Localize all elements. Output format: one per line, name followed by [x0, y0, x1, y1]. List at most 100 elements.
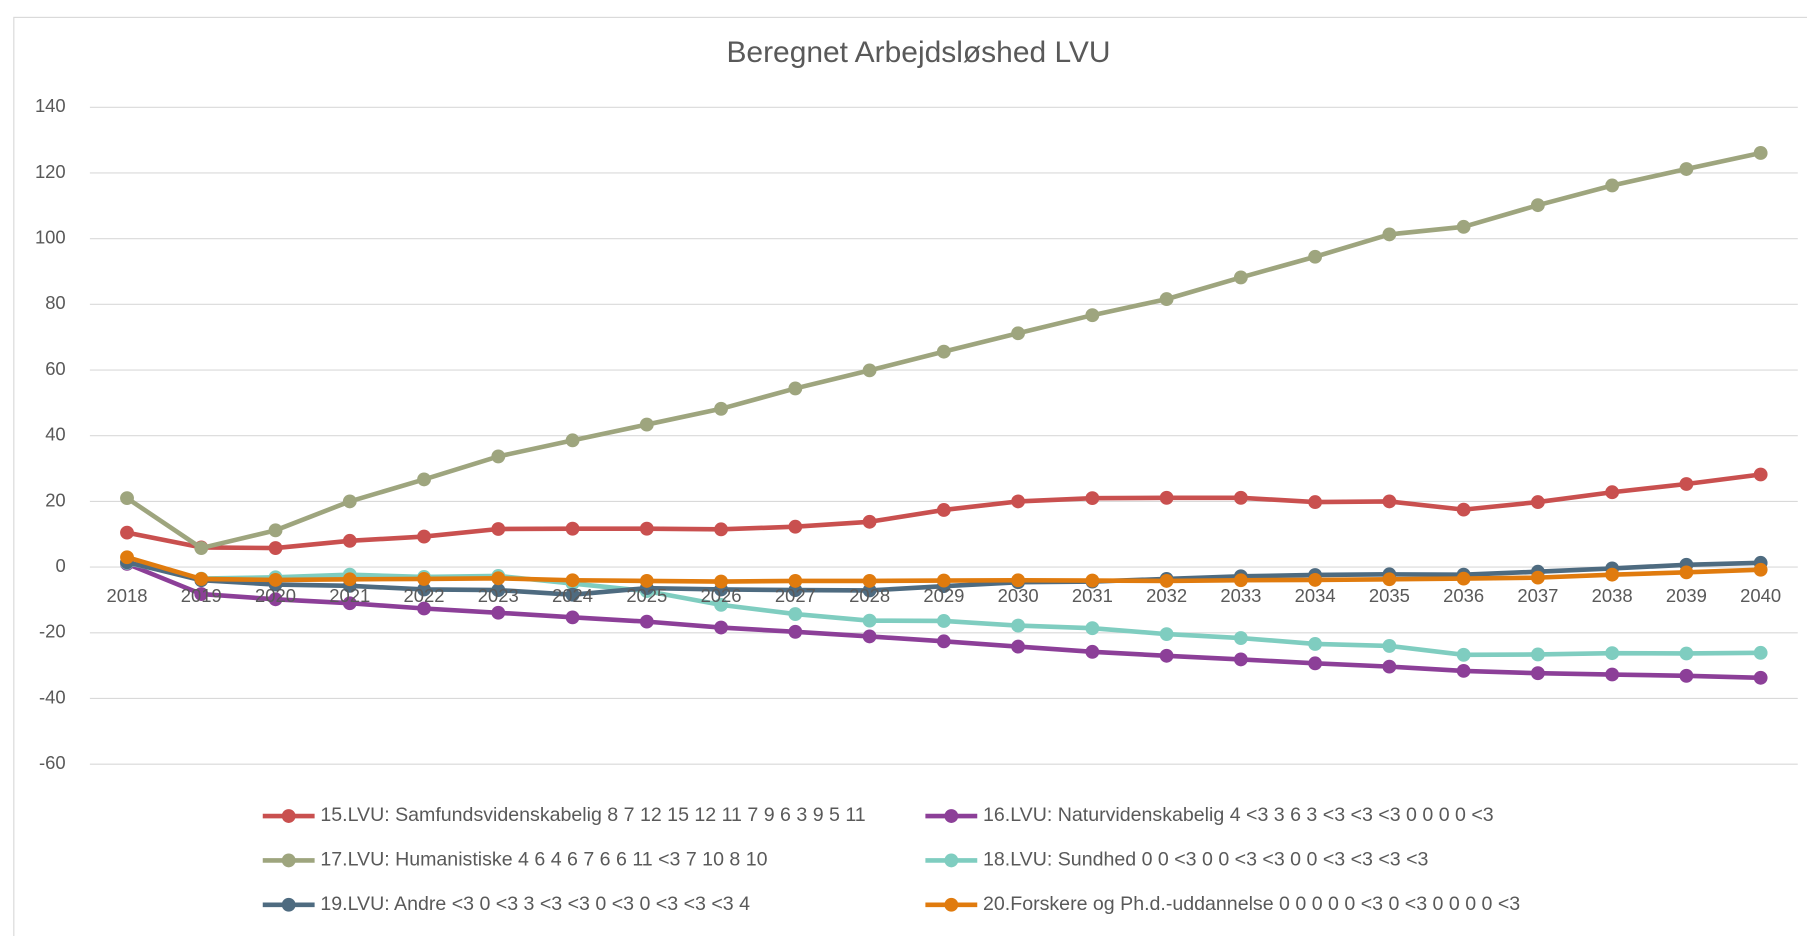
y-tick-label: 80	[45, 292, 66, 313]
data-point	[1456, 219, 1471, 234]
data-point	[714, 597, 728, 612]
data-point	[1753, 467, 1768, 482]
data-point	[565, 610, 580, 625]
data-point	[862, 629, 877, 644]
data-point	[862, 583, 877, 598]
data-point	[1382, 227, 1397, 242]
data-point	[788, 624, 803, 639]
data-point	[1159, 627, 1174, 642]
x-tick-label: 2019	[181, 585, 222, 606]
data-point	[936, 634, 951, 649]
chart-title: Beregnet Arbejdsløshed LVU	[726, 36, 1110, 69]
data-point	[1233, 490, 1248, 505]
data-point	[936, 573, 951, 588]
legend-marker	[281, 853, 296, 868]
x-tick-label: 2030	[998, 585, 1039, 606]
data-point	[1233, 573, 1248, 588]
data-point	[1233, 631, 1248, 645]
legend-label: 15.LVU: Samfundsvidenskabelig 8 7 12 15 …	[320, 804, 865, 826]
data-point	[1382, 639, 1397, 653]
x-tick-label: 2031	[1072, 585, 1113, 606]
y-tick-label: 140	[35, 95, 66, 116]
x-tick-label: 2024	[552, 585, 593, 606]
x-tick-label: 2037	[1517, 585, 1558, 606]
data-point	[1605, 567, 1620, 582]
x-tick-label: 2025	[626, 585, 667, 606]
data-point	[342, 572, 357, 587]
x-tick-label: 2032	[1146, 585, 1187, 606]
x-tick-label: 2038	[1592, 585, 1633, 606]
data-point	[1679, 162, 1694, 176]
data-point	[1085, 308, 1100, 323]
x-tick-label: 2020	[255, 585, 296, 606]
data-point	[1382, 572, 1397, 587]
legend-label: 17.LVU: Humanistiske 4 6 4 6 7 6 6 11 <3…	[320, 849, 767, 871]
data-point	[936, 503, 951, 517]
data-point	[1233, 270, 1248, 285]
data-point	[1679, 646, 1694, 661]
legend-label: 16.LVU: Naturvidenskabelig 4 <3 3 6 3 <3…	[983, 804, 1494, 826]
data-point	[639, 573, 654, 588]
data-point	[1456, 502, 1471, 517]
data-point	[1456, 663, 1471, 678]
legend-label: 20.Forskere og Ph.d.-uddannelse 0 0 0 0 …	[983, 893, 1520, 915]
y-tick-label: 120	[35, 161, 66, 182]
data-point	[491, 522, 506, 536]
data-point	[1530, 198, 1545, 213]
x-tick-label: 2035	[1369, 585, 1410, 606]
data-point	[1679, 668, 1694, 683]
data-point	[194, 587, 209, 601]
data-point	[862, 363, 877, 378]
data-point	[1753, 562, 1768, 577]
data-point	[1085, 491, 1100, 506]
data-point	[788, 381, 803, 396]
data-point	[1011, 639, 1026, 654]
data-point	[788, 519, 803, 534]
data-point	[342, 596, 357, 611]
data-point	[1605, 178, 1620, 193]
data-point	[417, 601, 431, 616]
legend-marker	[944, 853, 959, 868]
data-point	[1159, 490, 1174, 505]
x-tick-label: 2021	[329, 585, 370, 606]
data-point	[491, 571, 506, 586]
data-point	[194, 541, 209, 555]
x-tick-label: 2018	[107, 585, 148, 606]
data-point	[788, 573, 803, 588]
data-point	[1011, 573, 1026, 588]
data-point	[1085, 621, 1100, 636]
data-point	[1456, 647, 1471, 662]
data-point	[565, 433, 580, 448]
y-tick-label: -40	[39, 686, 66, 707]
data-point	[1753, 645, 1768, 660]
data-point	[862, 573, 877, 588]
data-point	[639, 417, 654, 432]
data-point	[1159, 292, 1174, 307]
data-point	[714, 522, 728, 537]
data-point	[1753, 670, 1768, 685]
legend-marker	[944, 897, 959, 912]
data-point	[1530, 647, 1545, 662]
data-point	[120, 525, 134, 540]
data-point	[639, 614, 654, 629]
y-tick-label: 60	[45, 358, 66, 379]
data-point	[120, 550, 134, 565]
data-point	[565, 573, 580, 588]
y-tick-label: -60	[39, 752, 66, 773]
data-point	[714, 620, 728, 635]
data-point	[1233, 652, 1248, 667]
data-point	[417, 529, 431, 544]
x-tick-label: 2040	[1740, 585, 1781, 606]
x-tick-label: 2029	[923, 585, 964, 606]
data-point	[1308, 249, 1323, 264]
y-tick-label: -20	[39, 621, 66, 642]
data-point	[1605, 646, 1620, 661]
data-point	[565, 587, 580, 602]
data-point	[268, 573, 283, 587]
data-point	[1382, 494, 1397, 509]
data-point	[120, 491, 134, 506]
data-point	[1530, 570, 1545, 585]
data-point	[268, 541, 283, 555]
